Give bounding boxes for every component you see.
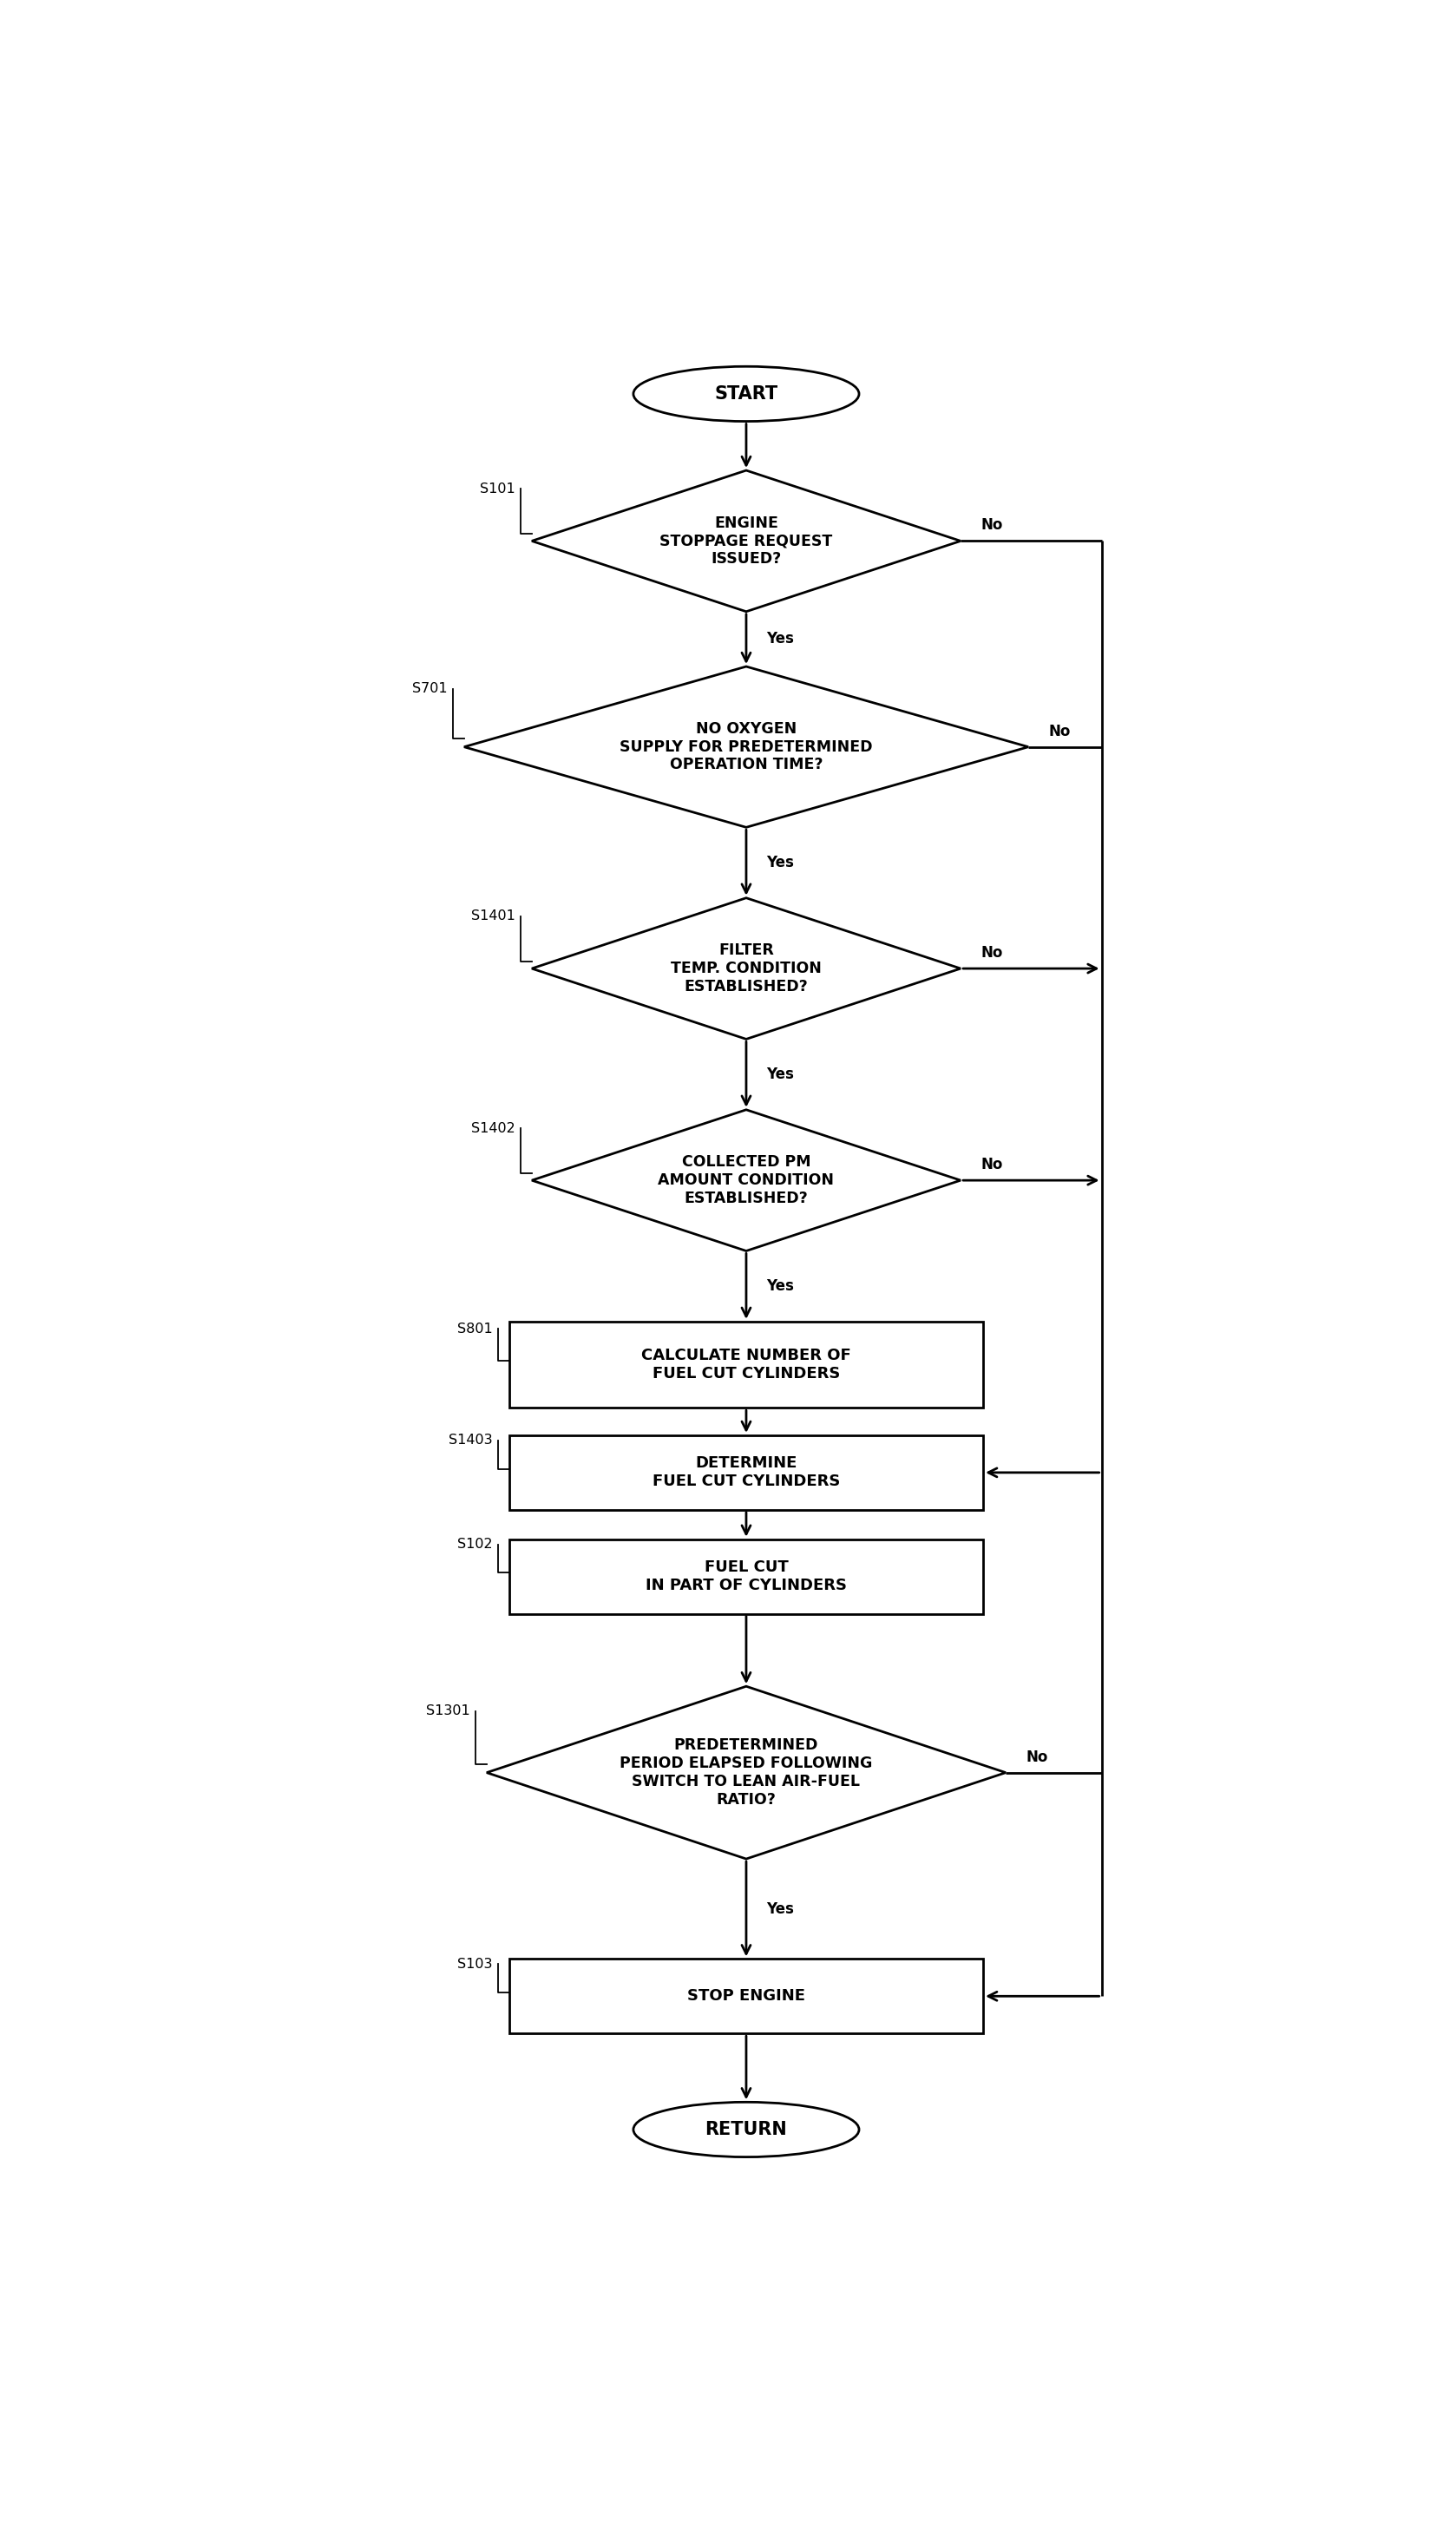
Text: S102: S102 (457, 1538, 492, 1551)
Text: S101: S101 (479, 481, 515, 494)
Text: PREDETERMINED
PERIOD ELAPSED FOLLOWING
SWITCH TO LEAN AIR-FUEL
RATIO?: PREDETERMINED PERIOD ELAPSED FOLLOWING S… (620, 1737, 872, 1808)
Text: S1401: S1401 (470, 909, 515, 922)
Text: No: No (981, 1156, 1003, 1172)
Text: S701: S701 (412, 683, 447, 695)
Bar (510, 1437, 983, 1510)
Text: No: No (981, 945, 1003, 960)
Text: NO OXYGEN
SUPPLY FOR PREDETERMINED
OPERATION TIME?: NO OXYGEN SUPPLY FOR PREDETERMINED OPERA… (620, 721, 872, 772)
Text: CALCULATE NUMBER OF
FUEL CUT CYLINDERS: CALCULATE NUMBER OF FUEL CUT CYLINDERS (641, 1347, 852, 1380)
Text: Yes: Yes (766, 1900, 794, 1918)
Text: FILTER
TEMP. CONDITION
ESTABLISHED?: FILTER TEMP. CONDITION ESTABLISHED? (671, 942, 821, 993)
Text: FUEL CUT
IN PART OF CYLINDERS: FUEL CUT IN PART OF CYLINDERS (645, 1559, 847, 1594)
Text: Yes: Yes (766, 1067, 794, 1082)
Text: S1402: S1402 (470, 1121, 515, 1133)
Bar (510, 1538, 983, 1615)
Text: S1301: S1301 (425, 1704, 470, 1717)
Text: Yes: Yes (766, 1279, 794, 1294)
Text: COLLECTED PM
AMOUNT CONDITION
ESTABLISHED?: COLLECTED PM AMOUNT CONDITION ESTABLISHE… (658, 1154, 834, 1207)
Text: START: START (715, 385, 778, 402)
Text: ENGINE
STOPPAGE REQUEST
ISSUED?: ENGINE STOPPAGE REQUEST ISSUED? (660, 514, 833, 568)
Bar (510, 1322, 983, 1408)
Bar (510, 1959, 983, 2033)
Text: S1403: S1403 (448, 1434, 492, 1447)
Text: S103: S103 (457, 1959, 492, 1971)
Text: No: No (1026, 1750, 1048, 1765)
Text: STOP ENGINE: STOP ENGINE (687, 1989, 805, 2004)
Text: No: No (981, 517, 1003, 532)
Text: S801: S801 (457, 1322, 492, 1335)
Text: RETURN: RETURN (705, 2122, 788, 2139)
Text: Yes: Yes (766, 856, 794, 871)
Text: Yes: Yes (766, 632, 794, 647)
Text: DETERMINE
FUEL CUT CYLINDERS: DETERMINE FUEL CUT CYLINDERS (652, 1457, 840, 1490)
Text: No: No (1048, 723, 1070, 739)
